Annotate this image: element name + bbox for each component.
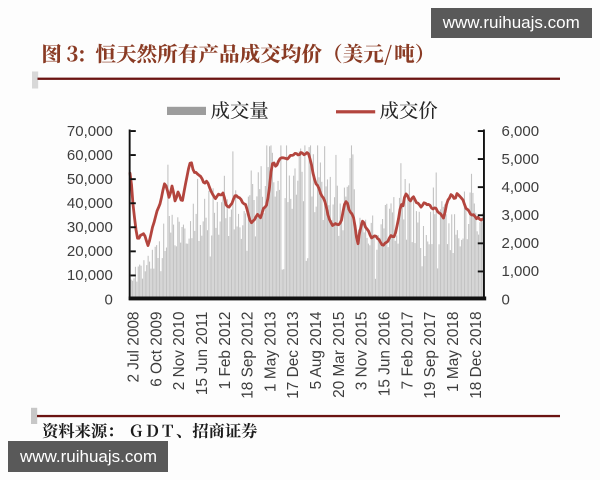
svg-text:3 Nov 2015: 3 Nov 2015 xyxy=(354,312,371,391)
svg-text:1 May 2013: 1 May 2013 xyxy=(262,312,279,392)
svg-text:2,000: 2,000 xyxy=(502,235,540,252)
svg-text:5 Aug 2014: 5 Aug 2014 xyxy=(308,311,325,389)
svg-text:15 Jun 2016: 15 Jun 2016 xyxy=(377,312,394,397)
svg-text:5,000: 5,000 xyxy=(502,151,540,168)
svg-text:2 Jul 2008: 2 Jul 2008 xyxy=(126,312,143,383)
svg-text:3,000: 3,000 xyxy=(502,207,540,224)
svg-text:18 Sep 2012: 18 Sep 2012 xyxy=(240,312,257,399)
svg-text:15 Jun 2011: 15 Jun 2011 xyxy=(194,312,211,396)
svg-text:1,000: 1,000 xyxy=(502,263,540,280)
svg-text:0: 0 xyxy=(104,291,112,308)
svg-text:1 May 2018: 1 May 2018 xyxy=(445,312,462,392)
svg-text:7 Feb 2017: 7 Feb 2017 xyxy=(399,312,416,390)
svg-text:20 Mar 2015: 20 Mar 2015 xyxy=(331,312,348,398)
svg-text:70,000: 70,000 xyxy=(67,123,113,140)
svg-text:60,000: 60,000 xyxy=(67,147,113,164)
svg-text:6 Oct 2009: 6 Oct 2009 xyxy=(148,312,165,387)
svg-text:4,000: 4,000 xyxy=(502,179,540,196)
svg-text:10,000: 10,000 xyxy=(67,267,113,284)
svg-text:20,000: 20,000 xyxy=(67,243,113,260)
svg-text:40,000: 40,000 xyxy=(67,195,113,212)
svg-text:17 Dec 2013: 17 Dec 2013 xyxy=(285,312,302,399)
svg-text:19 Sep 2017: 19 Sep 2017 xyxy=(422,312,439,399)
svg-text:50,000: 50,000 xyxy=(67,171,113,188)
svg-text:2 Nov 2010: 2 Nov 2010 xyxy=(171,312,188,391)
svg-text:6,000: 6,000 xyxy=(502,123,540,140)
svg-text:18 Dec 2018: 18 Dec 2018 xyxy=(468,312,485,399)
svg-text:0: 0 xyxy=(502,291,510,308)
svg-text:1 Feb 2012: 1 Feb 2012 xyxy=(217,312,234,390)
svg-text:30,000: 30,000 xyxy=(67,219,113,236)
